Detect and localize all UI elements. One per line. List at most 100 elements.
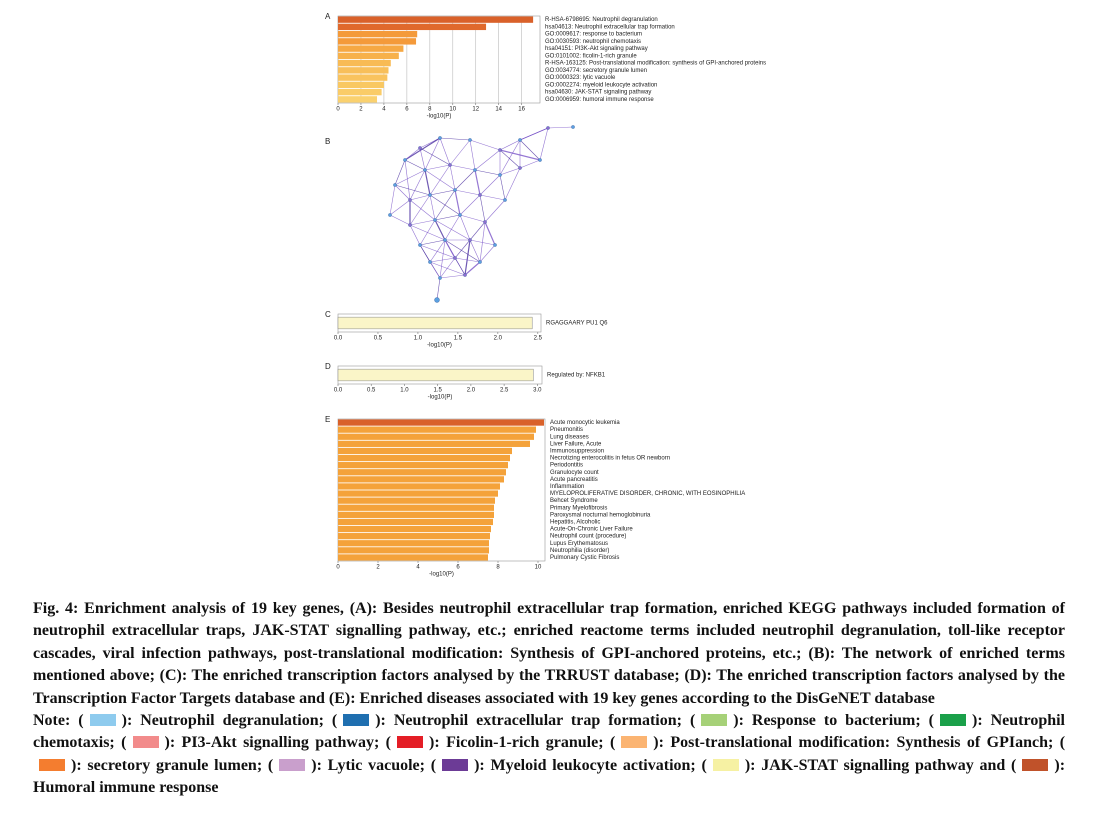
network-edge	[459, 214, 486, 223]
network-edge	[434, 219, 471, 241]
bar	[338, 45, 404, 52]
network-edge	[404, 147, 421, 161]
plot-frame	[337, 418, 546, 562]
x-tick-label: 2.5	[500, 388, 509, 394]
network-edge	[479, 221, 486, 263]
note-swatch	[89, 714, 116, 727]
note-text: ): secretory granule lumen; (	[71, 756, 274, 774]
network-edge	[419, 219, 436, 246]
network-edge	[499, 149, 521, 169]
network-node	[498, 148, 502, 152]
network-edge	[389, 184, 396, 216]
x-tick-label: 0	[336, 565, 340, 571]
category-label: Lung diseases	[550, 434, 589, 440]
network-edge	[449, 139, 471, 166]
network-edge	[394, 184, 411, 201]
bar	[337, 368, 534, 382]
network-edge	[394, 169, 426, 186]
bar	[338, 30, 418, 38]
network-edge	[429, 239, 446, 263]
network-node	[453, 188, 457, 192]
bar	[337, 316, 533, 330]
network-edge	[434, 219, 446, 241]
network-edge	[499, 174, 506, 201]
category-label: Lupus Erythematosus	[550, 541, 608, 547]
network-edge	[454, 169, 476, 191]
x-tick-label: 2	[376, 565, 380, 571]
note-text: Note: (	[33, 712, 84, 730]
network-edge	[454, 257, 481, 263]
category-label: MYELOPROLIFERATIVE DISORDER, CHRONIC, WI…	[550, 491, 745, 497]
category-label: Immunosuppression	[550, 449, 604, 455]
bar	[338, 540, 489, 547]
category-label: Acute monocytic leukemia	[550, 420, 620, 426]
category-label: GO:0009617: response to bacterium	[545, 32, 642, 38]
note-swatch	[712, 758, 739, 771]
note-text: ): PI3-Akt signalling pathway; (	[164, 734, 392, 752]
bar	[338, 440, 530, 447]
network-edge	[409, 219, 436, 226]
network-edge	[469, 139, 476, 171]
category-label: Pulmonary Cystic Fibrosis	[550, 555, 619, 561]
network-edge	[484, 199, 506, 223]
bar	[338, 426, 536, 433]
network-node	[393, 183, 397, 187]
network-edge	[434, 214, 461, 221]
bar	[338, 547, 489, 554]
x-tick-label: 6	[456, 565, 460, 571]
network-edge	[404, 159, 411, 201]
network-edge	[499, 139, 521, 176]
network-edge	[454, 189, 461, 216]
network-edge	[424, 169, 431, 196]
network-node	[453, 256, 457, 260]
network-edge	[499, 167, 521, 176]
network-edge	[429, 261, 441, 279]
network-edge	[429, 189, 456, 196]
note-swatch	[1022, 758, 1049, 771]
network-edge	[439, 137, 451, 166]
network-edge	[464, 261, 481, 276]
network-edge	[547, 126, 574, 129]
network-edge	[429, 164, 451, 196]
category-label: RGAGGAARY PU1 Q6	[546, 321, 608, 327]
bar	[338, 419, 544, 426]
x-tick-label: 8	[428, 107, 432, 113]
network-node	[428, 260, 432, 264]
bar	[338, 490, 498, 497]
bar	[338, 497, 495, 504]
network-edge	[454, 257, 466, 276]
network-edge	[519, 139, 541, 161]
category-label: Liver Failure, Acute	[550, 441, 602, 447]
network-edge	[419, 147, 451, 166]
network-edge	[389, 214, 411, 226]
network-edge	[479, 194, 506, 201]
x-tick-label: 1.0	[414, 336, 423, 342]
network-node	[428, 193, 432, 197]
note-text: ): Response to bacterium; (	[733, 712, 934, 730]
network-node	[433, 218, 437, 222]
x-tick-label: 4	[382, 107, 386, 113]
category-label: hsa04151: PI3K-Akt signaling pathway	[545, 46, 648, 52]
network-edge	[424, 164, 451, 171]
bar	[338, 447, 512, 455]
category-label: Necrotizing enterocolitis in fetus OR ne…	[550, 456, 670, 462]
network-edge	[499, 139, 521, 151]
network-node	[418, 243, 422, 247]
network-node	[498, 173, 502, 177]
network-edge	[429, 257, 456, 263]
category-label: Behcet Syndrome	[550, 498, 598, 504]
network-edge	[484, 221, 496, 246]
category-label: Neutrophilia (disorder)	[550, 548, 609, 554]
category-label: GO:0101002: ficolin-1-rich granule	[545, 53, 637, 59]
network-node	[458, 213, 462, 217]
x-axis-label: -log10(P)	[428, 395, 453, 401]
network-node	[468, 238, 472, 242]
bar	[338, 23, 487, 31]
network-edge	[439, 274, 466, 279]
x-tick-label: 0.5	[374, 336, 383, 342]
category-label: Regulated by: NFKB1	[547, 373, 606, 379]
network-edge	[499, 149, 541, 161]
category-label: GO:0000323: lytic vacuole	[545, 75, 616, 81]
bar	[338, 518, 493, 526]
bar	[338, 504, 494, 511]
